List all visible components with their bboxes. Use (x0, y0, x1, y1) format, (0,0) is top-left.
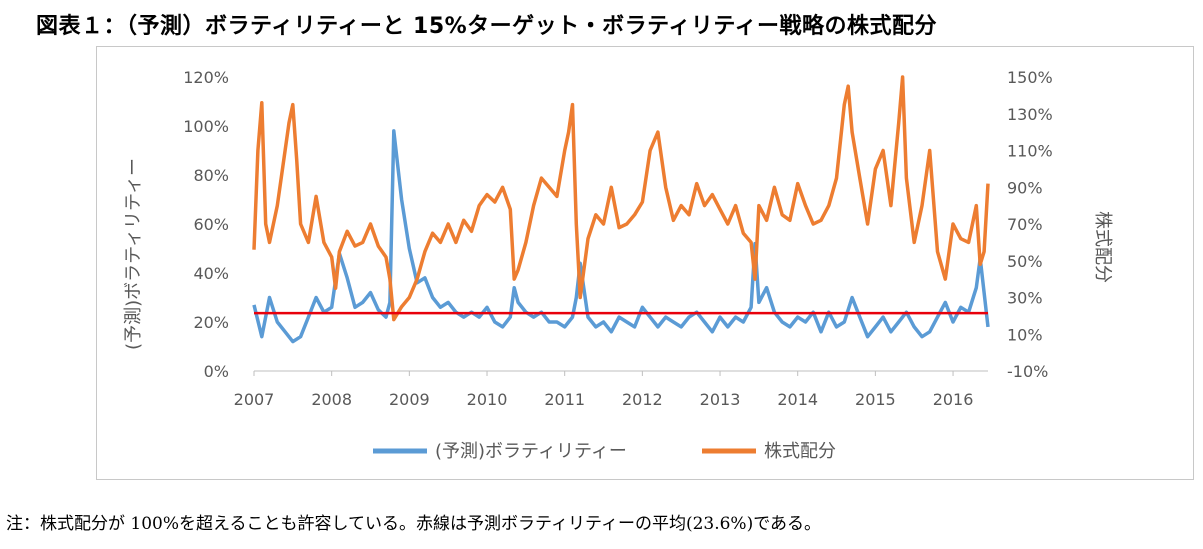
y-left-tick-label: 20% (193, 313, 229, 332)
y-right-tick-label: 150% (1007, 68, 1053, 87)
y-left-tick-label: 100% (183, 117, 229, 136)
allocation-series-line (252, 75, 990, 322)
footnote: 注：株式配分が 100%を超えることも許容している。赤線は予測ボラティリティーの… (6, 514, 822, 534)
x-tick-label: 2012 (622, 390, 663, 409)
line-chart: 0% 20% 40% 60% 80% 100% 120% -10% 10% 30% 50% 70% 9… (123, 68, 1113, 462)
y-right-tick-label: -10% (1007, 362, 1048, 381)
y-left-tick-label: 60% (193, 215, 229, 234)
x-tick-label: 2011 (544, 390, 585, 409)
chart-frame: 0% 20% 40% 60% 80% 100% 120% -10% 10% 30% 50% 70% 9… (96, 46, 1194, 480)
y-left-tick-label: 0% (204, 362, 229, 381)
x-tick-label: 2014 (777, 390, 818, 409)
y-left-tick-label: 120% (183, 68, 229, 87)
y-left-tick-label: 80% (193, 166, 229, 185)
chart-legend: (予測)ボラティリティー 株式配分 (373, 441, 836, 462)
x-tick-label: 2016 (933, 390, 974, 409)
y-right-tick-label: 50% (1007, 252, 1043, 271)
y-right-tick-label: 10% (1007, 325, 1043, 344)
y-left-axis-title: (予測)ボラティリティー (123, 158, 144, 350)
x-tick-label: 2007 (234, 390, 275, 409)
y-right-axis-title: 株式配分 (1092, 211, 1113, 283)
y-right-tick-label: 30% (1007, 289, 1043, 308)
y-right-tick-label: 70% (1007, 215, 1043, 234)
y-right-axis-ticks: -10% 10% 30% 50% 70% 90% 110% 130% 150% (1007, 68, 1053, 381)
y-right-tick-label: 90% (1007, 178, 1043, 197)
y-left-axis-ticks: 0% 20% 40% 60% 80% 100% 120% (183, 68, 229, 381)
chart-title: 図表１：（予測）ボラティリティーと 15%ターゲット・ボラティリティー戦略の株式… (36, 14, 938, 39)
legend-label-volatility: (予測)ボラティリティー (435, 441, 627, 462)
x-tick-label: 2015 (855, 390, 896, 409)
y-left-tick-label: 40% (193, 264, 229, 283)
x-tick-label: 2009 (389, 390, 430, 409)
legend-label-allocation: 株式配分 (764, 441, 836, 462)
x-tick-label: 2008 (311, 390, 352, 409)
y-right-tick-label: 110% (1007, 142, 1053, 161)
x-tick-label: 2010 (467, 390, 508, 409)
y-right-tick-label: 130% (1007, 105, 1053, 124)
x-tick-label: 2013 (700, 390, 741, 409)
series-layer (252, 75, 990, 344)
x-axis-ticks: 2007 2008 2009 2010 2011 2012 2013 2014 2015 2016 (234, 371, 974, 409)
